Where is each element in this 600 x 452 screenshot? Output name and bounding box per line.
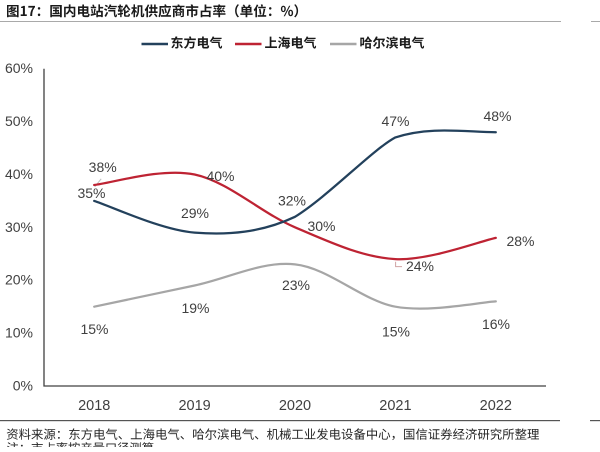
svg-text:2018: 2018	[78, 398, 110, 414]
svg-text:40%: 40%	[5, 166, 33, 182]
svg-text:24%: 24%	[406, 258, 434, 274]
svg-text:23%: 23%	[282, 277, 310, 293]
svg-text:47%: 47%	[381, 113, 409, 129]
svg-text:15%: 15%	[382, 324, 410, 340]
svg-text:2019: 2019	[178, 398, 210, 414]
svg-text:35%: 35%	[77, 185, 105, 201]
svg-text:15%: 15%	[80, 321, 108, 337]
svg-text:0%: 0%	[13, 378, 33, 394]
svg-text:2021: 2021	[379, 398, 411, 414]
svg-text:29%: 29%	[181, 205, 209, 221]
svg-text:32%: 32%	[278, 193, 306, 209]
svg-text:48%: 48%	[483, 108, 511, 124]
svg-text:16%: 16%	[482, 316, 510, 332]
svg-text:20%: 20%	[5, 272, 33, 288]
svg-text:19%: 19%	[181, 300, 209, 316]
svg-text:30%: 30%	[307, 218, 335, 234]
svg-text:2020: 2020	[279, 398, 311, 414]
svg-text:60%: 60%	[5, 60, 33, 76]
svg-text:38%: 38%	[89, 159, 117, 175]
svg-text:50%: 50%	[5, 113, 33, 129]
svg-text:2022: 2022	[480, 398, 512, 414]
svg-text:10%: 10%	[5, 325, 33, 341]
svg-text:28%: 28%	[506, 233, 534, 249]
svg-text:30%: 30%	[5, 219, 33, 235]
svg-text:40%: 40%	[206, 168, 234, 184]
